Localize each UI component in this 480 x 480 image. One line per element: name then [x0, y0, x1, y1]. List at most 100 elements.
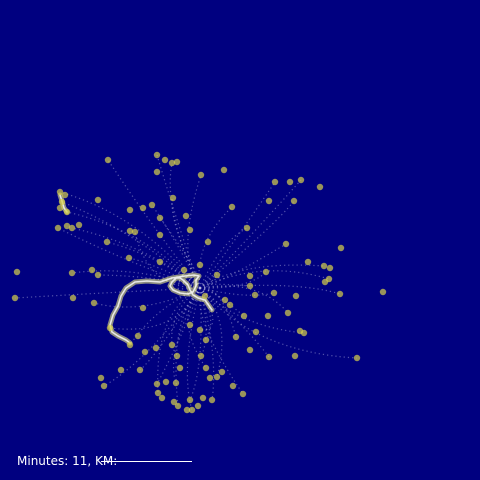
trajectory-track: [199, 227, 248, 289]
endpoint-marker: [232, 333, 240, 341]
endpoint-marker: [154, 389, 162, 397]
endpoint-marker-layer: [11, 151, 387, 414]
endpoint-marker: [153, 168, 161, 176]
trajectory-track: [106, 241, 201, 289]
endpoint-marker: [197, 171, 205, 179]
endpoint-marker: [158, 394, 166, 402]
endpoint-marker: [353, 354, 361, 362]
endpoint-marker: [186, 321, 194, 329]
endpoint-marker: [94, 196, 102, 204]
endpoint-marker: [168, 159, 176, 167]
endpoint-marker: [176, 364, 184, 372]
endpoint-marker: [173, 352, 181, 360]
endpoint-marker: [161, 156, 169, 164]
endpoint-marker: [58, 198, 66, 206]
trajectory-track: [199, 287, 214, 331]
endpoint-marker: [284, 309, 292, 317]
endpoint-marker: [264, 312, 272, 320]
endpoint-marker: [208, 396, 216, 404]
endpoint-marker: [286, 178, 294, 186]
trajectory-track: [129, 287, 201, 346]
endpoint-marker: [196, 261, 204, 269]
trajectory-track: [173, 287, 201, 384]
endpoint-marker: [201, 292, 209, 300]
endpoint-marker: [252, 328, 260, 336]
endpoint-marker: [173, 158, 181, 166]
trajectory-track: [199, 243, 287, 289]
endpoint-marker: [226, 301, 234, 309]
endpoint-marker: [156, 231, 164, 239]
endpoint-marker: [180, 266, 188, 274]
endpoint-marker: [182, 212, 190, 220]
endpoint-marker: [220, 166, 228, 174]
endpoint-marker: [170, 398, 178, 406]
endpoint-marker: [297, 176, 305, 184]
endpoint-marker: [320, 262, 328, 270]
endpoint-marker: [188, 406, 196, 414]
endpoint-marker: [75, 221, 83, 229]
endpoint-marker: [97, 374, 105, 382]
endpoint-marker: [197, 352, 205, 360]
endpoint-marker: [162, 378, 170, 386]
endpoint-marker: [199, 394, 207, 402]
endpoint-marker: [152, 344, 160, 352]
trajectory-track: [128, 257, 201, 289]
endpoint-marker: [63, 208, 71, 216]
trajectory-track: [175, 287, 201, 407]
endpoint-marker: [68, 269, 76, 277]
endpoint-marker: [326, 264, 334, 272]
trajectory-track: [107, 159, 201, 289]
endpoint-marker: [153, 151, 161, 159]
endpoint-marker: [379, 288, 387, 296]
distance-scale-bar: [101, 461, 192, 462]
trajectory-track: [199, 179, 302, 289]
endpoint-marker: [243, 224, 251, 232]
endpoint-marker: [213, 271, 221, 279]
endpoint-marker: [202, 364, 210, 372]
endpoint-marker: [186, 396, 194, 404]
endpoint-marker: [270, 289, 278, 297]
endpoint-marker: [139, 204, 147, 212]
endpoint-marker: [169, 194, 177, 202]
endpoint-marker: [126, 341, 134, 349]
endpoint-marker: [106, 324, 114, 332]
endpoint-marker: [168, 341, 176, 349]
endpoint-marker: [104, 156, 112, 164]
endpoint-marker: [183, 406, 191, 414]
endpoint-marker: [134, 332, 142, 340]
endpoint-marker: [103, 238, 111, 246]
endpoint-marker: [56, 188, 64, 196]
endpoint-marker: [218, 368, 226, 376]
trajectory-track: [156, 287, 201, 385]
endpoint-marker: [206, 374, 214, 382]
endpoint-marker: [291, 352, 299, 360]
endpoint-marker: [186, 226, 194, 234]
endpoint-marker: [54, 224, 62, 232]
endpoint-marker: [156, 214, 164, 222]
trajectory-track: [199, 264, 325, 289]
endpoint-marker: [148, 201, 156, 209]
trajectory-track: [199, 287, 215, 401]
endpoint-marker: [141, 348, 149, 356]
endpoint-marker: [117, 366, 125, 374]
endpoint-marker: [194, 402, 202, 410]
trajectory-track: [171, 287, 201, 346]
endpoint-marker: [88, 266, 96, 274]
endpoint-marker: [68, 224, 76, 232]
endpoint-marker: [94, 271, 102, 279]
endpoint-marker: [153, 380, 161, 388]
trajectory-track: [156, 154, 201, 289]
endpoint-marker: [262, 268, 270, 276]
endpoint-marker: [125, 254, 133, 262]
trajectory-track: [199, 200, 295, 289]
endpoint-marker: [131, 228, 139, 236]
endpoint-marker: [292, 292, 300, 300]
endpoint-marker: [337, 244, 345, 252]
endpoint-marker: [139, 304, 147, 312]
endpoint-marker: [228, 203, 236, 211]
minutes-value: 11: [72, 454, 88, 468]
endpoint-marker: [265, 197, 273, 205]
